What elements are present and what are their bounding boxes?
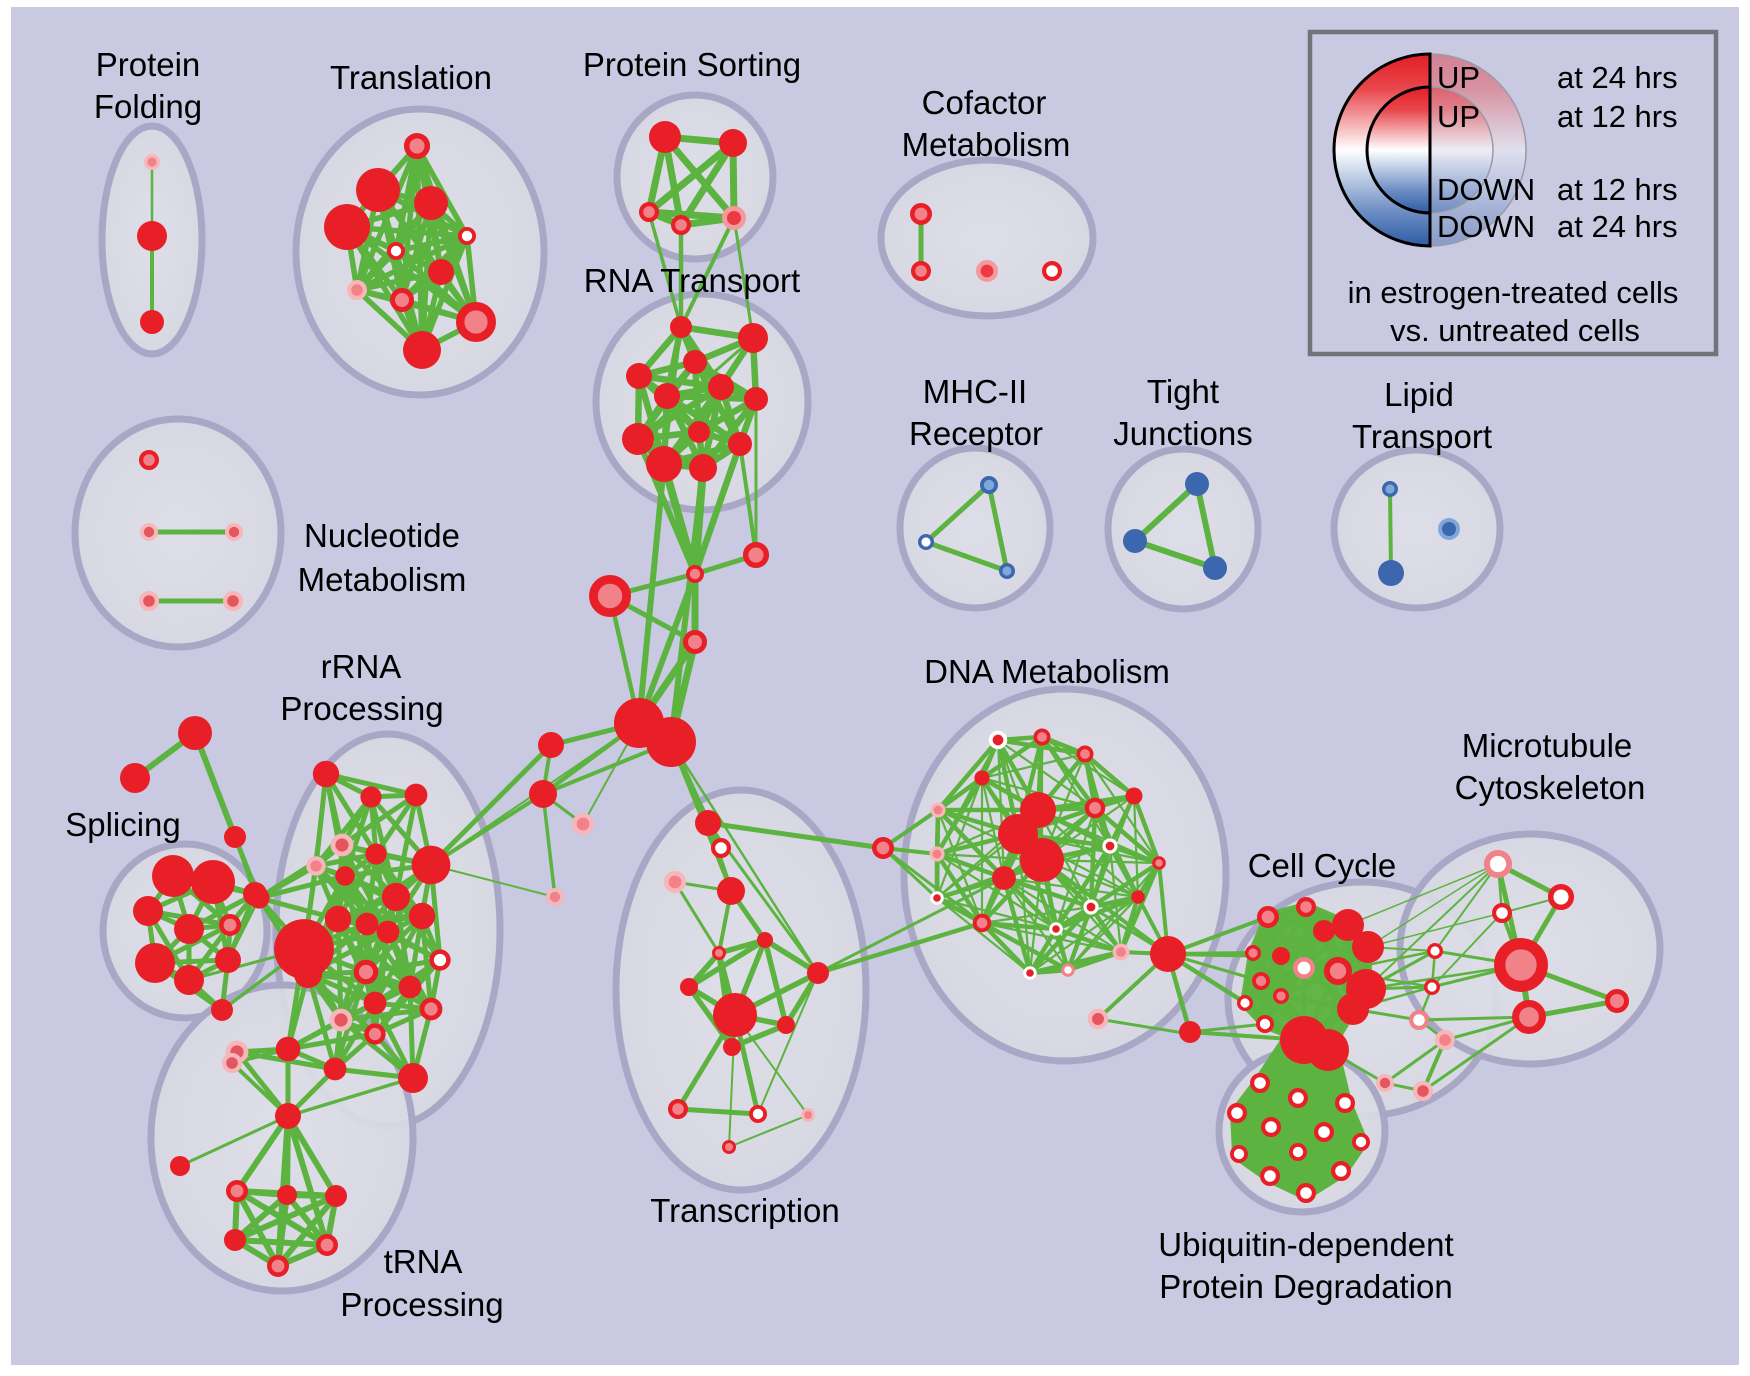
svg-text:RNA Transport: RNA Transport (584, 262, 800, 299)
svg-text:Receptor: Receptor (909, 415, 1043, 452)
svg-text:Metabolism: Metabolism (902, 126, 1071, 163)
svg-text:Cell Cycle: Cell Cycle (1248, 847, 1397, 884)
svg-text:at 24 hrs: at 24 hrs (1557, 209, 1678, 244)
svg-text:UP: UP (1437, 99, 1480, 134)
svg-text:in estrogen-treated cells: in estrogen-treated cells (1348, 275, 1679, 310)
svg-text:Lipid: Lipid (1384, 376, 1454, 413)
svg-text:Protein: Protein (96, 46, 201, 83)
svg-text:Junctions: Junctions (1113, 415, 1252, 452)
svg-text:Translation: Translation (330, 59, 492, 96)
svg-text:at 12 hrs: at 12 hrs (1557, 99, 1678, 134)
svg-text:Folding: Folding (94, 88, 202, 125)
svg-text:UP: UP (1437, 60, 1480, 95)
svg-text:Processing: Processing (340, 1286, 503, 1323)
svg-text:Metabolism: Metabolism (298, 561, 467, 598)
svg-text:Protein Sorting: Protein Sorting (583, 46, 801, 83)
svg-text:Transport: Transport (1352, 418, 1492, 455)
svg-text:DNA Metabolism: DNA Metabolism (924, 653, 1170, 690)
svg-text:at 12 hrs: at 12 hrs (1557, 172, 1678, 207)
svg-text:Cofactor: Cofactor (922, 84, 1047, 121)
svg-text:Transcription: Transcription (650, 1192, 840, 1229)
svg-text:Processing: Processing (280, 690, 443, 727)
svg-text:vs. untreated cells: vs. untreated cells (1390, 313, 1640, 348)
svg-text:Splicing: Splicing (65, 806, 181, 843)
svg-text:Tight: Tight (1147, 373, 1219, 410)
svg-text:tRNA: tRNA (384, 1243, 463, 1280)
svg-text:Microtubule: Microtubule (1462, 727, 1633, 764)
svg-text:rRNA: rRNA (321, 648, 402, 685)
svg-text:DOWN: DOWN (1437, 209, 1535, 244)
svg-text:Ubiquitin-dependent: Ubiquitin-dependent (1158, 1226, 1453, 1263)
svg-text:MHC-II: MHC-II (923, 373, 1027, 410)
svg-text:DOWN: DOWN (1437, 172, 1535, 207)
svg-text:Cytoskeleton: Cytoskeleton (1455, 769, 1646, 806)
svg-text:at 24 hrs: at 24 hrs (1557, 60, 1678, 95)
svg-text:Protein Degradation: Protein Degradation (1159, 1268, 1453, 1305)
svg-text:Nucleotide: Nucleotide (304, 517, 460, 554)
